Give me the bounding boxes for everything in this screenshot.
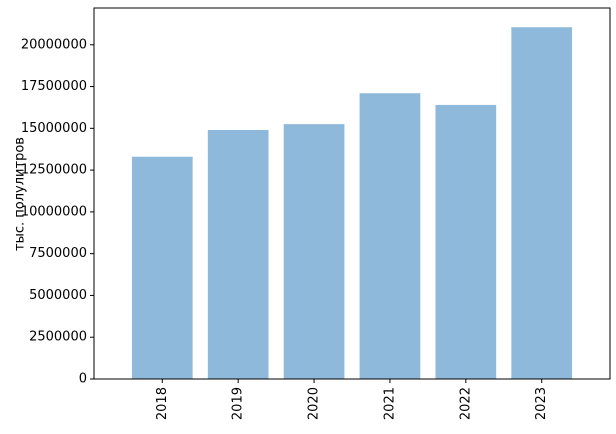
bar	[359, 93, 421, 379]
y-tick-label: 12500000	[21, 163, 87, 178]
y-tick-label: 5000000	[29, 288, 87, 303]
bar	[511, 27, 573, 379]
plot-frame	[93, 7, 611, 380]
x-tick-label: 2021	[382, 387, 397, 420]
bar	[283, 124, 345, 379]
y-tick-label: 2500000	[29, 330, 87, 345]
x-tick-label: 2019	[231, 387, 246, 420]
y-tick-label: 17500000	[21, 79, 87, 94]
x-tick-label: 2020	[307, 387, 322, 420]
x-tick-label: 2018	[155, 387, 170, 420]
y-tick-label: 10000000	[21, 204, 87, 219]
bar	[435, 104, 497, 380]
y-tick-label: 15000000	[21, 121, 87, 136]
x-tick-label: 2023	[534, 387, 549, 420]
bar	[131, 156, 193, 379]
y-axis-label: тыс. полулитров	[13, 137, 28, 251]
x-tick-label: 2022	[458, 387, 473, 420]
bar	[207, 129, 269, 379]
y-tick-label: 20000000	[21, 37, 87, 52]
y-tick-label: 7500000	[29, 246, 87, 261]
y-tick-label: 0	[79, 372, 87, 387]
